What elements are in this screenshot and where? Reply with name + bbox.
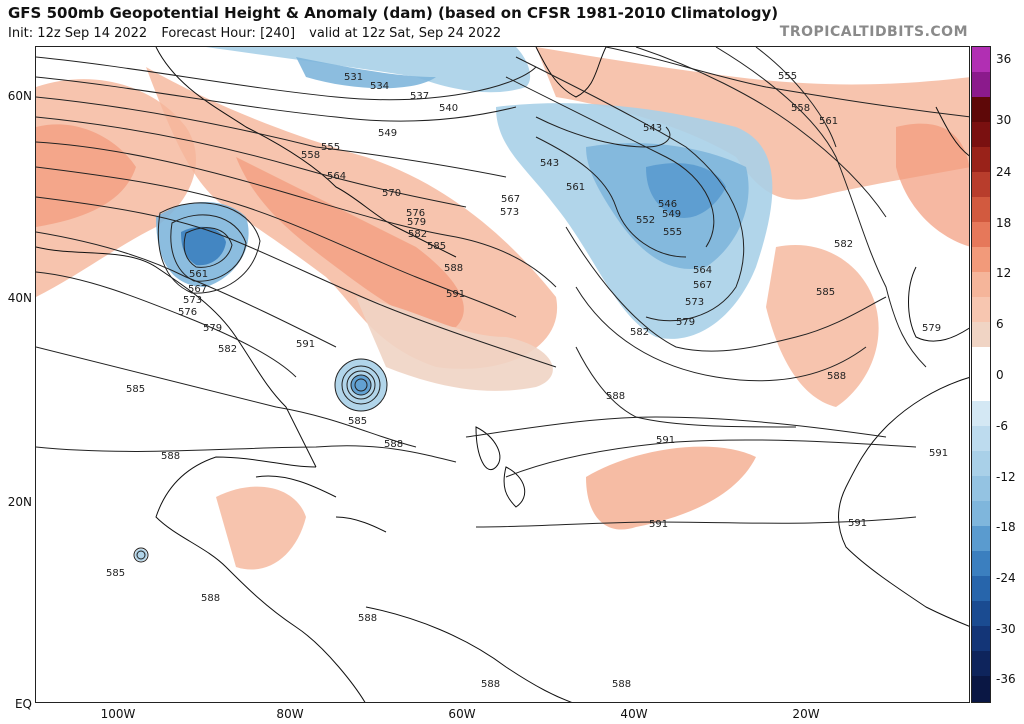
contour-label: 585 bbox=[427, 241, 446, 252]
contour-label: 543 bbox=[643, 123, 662, 134]
contour-label: 549 bbox=[378, 128, 397, 139]
contour-label: 588 bbox=[384, 439, 403, 450]
contour-label: 591 bbox=[296, 339, 315, 350]
contour-label: 585 bbox=[348, 416, 367, 427]
contour-label: 537 bbox=[410, 91, 429, 102]
contour-label: 573 bbox=[685, 297, 704, 308]
contour-label: 558 bbox=[301, 150, 320, 161]
contour-label: 591 bbox=[446, 289, 465, 300]
contour-label: 549 bbox=[662, 209, 681, 220]
colorbar-svg bbox=[972, 47, 990, 702]
contour-label: 588 bbox=[358, 613, 377, 624]
contour-label: 564 bbox=[693, 265, 712, 276]
contour-label: 579 bbox=[407, 217, 426, 228]
contour-label: 534 bbox=[370, 81, 389, 92]
height-contours bbox=[36, 47, 969, 563]
contour-label: 591 bbox=[848, 518, 867, 529]
contour-label: 567 bbox=[188, 284, 207, 295]
contour-label: 588 bbox=[201, 593, 220, 604]
negative-anomaly-areas bbox=[135, 47, 773, 561]
map-panel: 531 534 537 540 543 543 546 549 552 555 … bbox=[35, 46, 970, 703]
contour-labels: 531 534 537 540 543 543 546 549 552 555 … bbox=[106, 71, 948, 690]
contour-label: 585 bbox=[816, 287, 835, 298]
lon-label-60w: 60W bbox=[448, 707, 476, 721]
coastlines bbox=[36, 47, 969, 702]
contour-label: 564 bbox=[327, 171, 346, 182]
lon-label-100w: 100W bbox=[100, 707, 136, 721]
colorbar-label: 36 bbox=[996, 52, 1012, 66]
chart-title: GFS 500mb Geopotential Height & Anomaly … bbox=[8, 4, 779, 22]
colorbar-label: 0 bbox=[996, 368, 1004, 382]
lon-label-20w: 20W bbox=[792, 707, 820, 721]
contour-label: 588 bbox=[161, 451, 180, 462]
header: GFS 500mb Geopotential Height & Anomaly … bbox=[0, 0, 1024, 46]
contour-label: 543 bbox=[540, 158, 559, 169]
contour-label: 546 bbox=[658, 199, 677, 210]
contour-label: 588 bbox=[481, 679, 500, 690]
colorbar-label: -24 bbox=[996, 571, 1016, 585]
lat-label-40n: 40N bbox=[7, 291, 32, 305]
colorbar-label: 18 bbox=[996, 216, 1012, 230]
contour-label: 573 bbox=[500, 207, 519, 218]
init-time: Init: 12z Sep 14 2022 bbox=[8, 26, 148, 41]
brand-watermark: TROPICALTIDBITS.COM bbox=[779, 24, 968, 40]
contour-label: 558 bbox=[791, 103, 810, 114]
contour-label: 555 bbox=[321, 142, 340, 153]
contour-label: 561 bbox=[566, 182, 585, 193]
contour-label: 540 bbox=[439, 103, 458, 114]
valid-time: valid at 12z Sat, Sep 24 2022 bbox=[309, 26, 502, 41]
contour-label: 585 bbox=[126, 384, 145, 395]
contour-label: 588 bbox=[606, 391, 625, 402]
contour-label: 579 bbox=[676, 317, 695, 328]
contour-label: 582 bbox=[630, 327, 649, 338]
lat-label-eq: EQ bbox=[14, 697, 32, 711]
contour-label: 561 bbox=[189, 269, 208, 280]
contour-label: 555 bbox=[778, 71, 797, 82]
contour-label: 582 bbox=[408, 229, 427, 240]
positive-anomaly-areas bbox=[36, 47, 969, 570]
contour-label: 588 bbox=[612, 679, 631, 690]
colorbar-label: -12 bbox=[996, 470, 1016, 484]
lat-label-20n: 20N bbox=[7, 495, 32, 509]
contour-label: 576 bbox=[178, 307, 197, 318]
contour-label: 579 bbox=[203, 323, 222, 334]
map-svg: 531 534 537 540 543 543 546 549 552 555 … bbox=[36, 47, 969, 702]
lat-label-60n: 60N bbox=[7, 89, 32, 103]
contour-label: 567 bbox=[693, 280, 712, 291]
colorbar-label: 30 bbox=[996, 113, 1012, 127]
contour-label: 567 bbox=[501, 194, 520, 205]
colorbar bbox=[971, 46, 991, 703]
contour-label: 591 bbox=[929, 448, 948, 459]
colorbar-label: -18 bbox=[996, 520, 1016, 534]
contour-label: 582 bbox=[834, 239, 853, 250]
colorbar-label: 6 bbox=[996, 317, 1004, 331]
contour-label: 531 bbox=[344, 72, 363, 83]
contour-label: 579 bbox=[922, 323, 941, 334]
colorbar-label: -6 bbox=[996, 419, 1008, 433]
lon-label-40w: 40W bbox=[620, 707, 648, 721]
lon-label-80w: 80W bbox=[276, 707, 304, 721]
colorbar-label: 24 bbox=[996, 165, 1012, 179]
contour-label: 576 bbox=[406, 208, 425, 219]
contour-label: 582 bbox=[218, 344, 237, 355]
contour-label: 585 bbox=[106, 568, 125, 579]
contour-label: 555 bbox=[663, 227, 682, 238]
contour-label: 588 bbox=[827, 371, 846, 382]
contour-label: 588 bbox=[444, 263, 463, 274]
colorbar-label: -30 bbox=[996, 622, 1016, 636]
contour-label: 573 bbox=[183, 295, 202, 306]
forecast-hour: Forecast Hour: [240] bbox=[161, 26, 296, 41]
contour-label: 552 bbox=[636, 215, 655, 226]
contour-label: 591 bbox=[656, 435, 675, 446]
contour-label: 570 bbox=[382, 188, 401, 199]
contour-label: 561 bbox=[819, 116, 838, 127]
colorbar-label: 12 bbox=[996, 266, 1012, 280]
contour-label: 591 bbox=[649, 519, 668, 530]
subtitle: Init: 12z Sep 14 2022 Forecast Hour: [24… bbox=[8, 26, 511, 41]
colorbar-label: -36 bbox=[996, 672, 1016, 686]
